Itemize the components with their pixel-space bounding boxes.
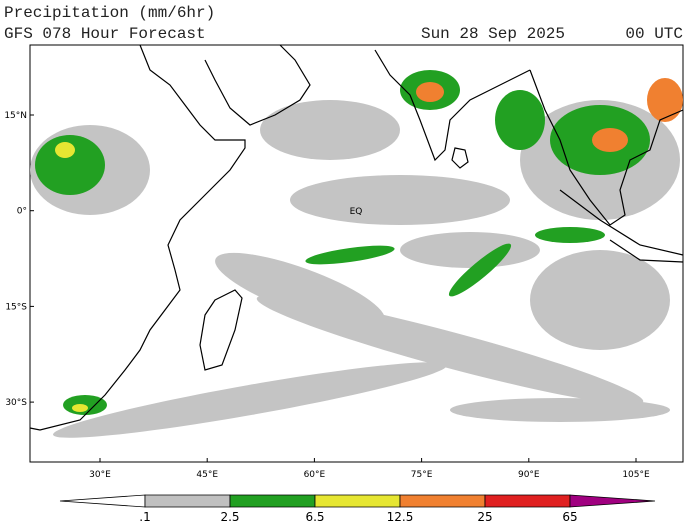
latitude-label: 0° xyxy=(17,207,27,217)
map-area: 15°N 0° 15°S 30°S 30°E 45°E 60°E 75°E 90°E 105°E E… xyxy=(4,44,684,480)
coastlines xyxy=(29,44,684,431)
longitude-label: 105°E xyxy=(622,470,650,480)
legend-swatch xyxy=(569,494,656,508)
heavy-rain xyxy=(35,70,683,415)
legend-label: 25 xyxy=(477,510,492,524)
legend-label: .1 xyxy=(139,510,150,524)
longitude-label: 60°E xyxy=(304,470,326,480)
color-legend: .1 2.5 6.5 12.5 25 65 xyxy=(59,494,656,524)
latitude-label: 15°N xyxy=(4,111,27,121)
legend-swatch xyxy=(59,494,146,508)
legend-label: 2.5 xyxy=(220,510,239,524)
longitude-label: 90°E xyxy=(518,470,540,480)
longitude-label: 30°E xyxy=(89,470,111,480)
legend-swatch xyxy=(314,494,401,508)
latitude-label: 30°S xyxy=(5,398,27,408)
legend-swatch xyxy=(229,494,316,508)
latitude-label: 15°S xyxy=(5,302,27,312)
forecast-date: Sun 28 Sep 2025 xyxy=(421,25,565,43)
legend-label: 65 xyxy=(562,510,577,524)
legend-swatch xyxy=(144,494,231,508)
legend-swatch xyxy=(484,494,571,508)
subtitle: GFS 078 Hour Forecast xyxy=(4,25,206,43)
forecast-time: 00 UTC xyxy=(625,25,683,43)
longitude-label: 45°E xyxy=(196,470,218,480)
legend-label: 6.5 xyxy=(305,510,324,524)
legend-label: 12.5 xyxy=(387,510,414,524)
legend-swatch xyxy=(399,494,486,508)
title: Precipitation (mm/6hr) xyxy=(4,4,215,22)
equator-label: EQ xyxy=(350,207,363,217)
longitude-label: 75°E xyxy=(411,470,433,480)
